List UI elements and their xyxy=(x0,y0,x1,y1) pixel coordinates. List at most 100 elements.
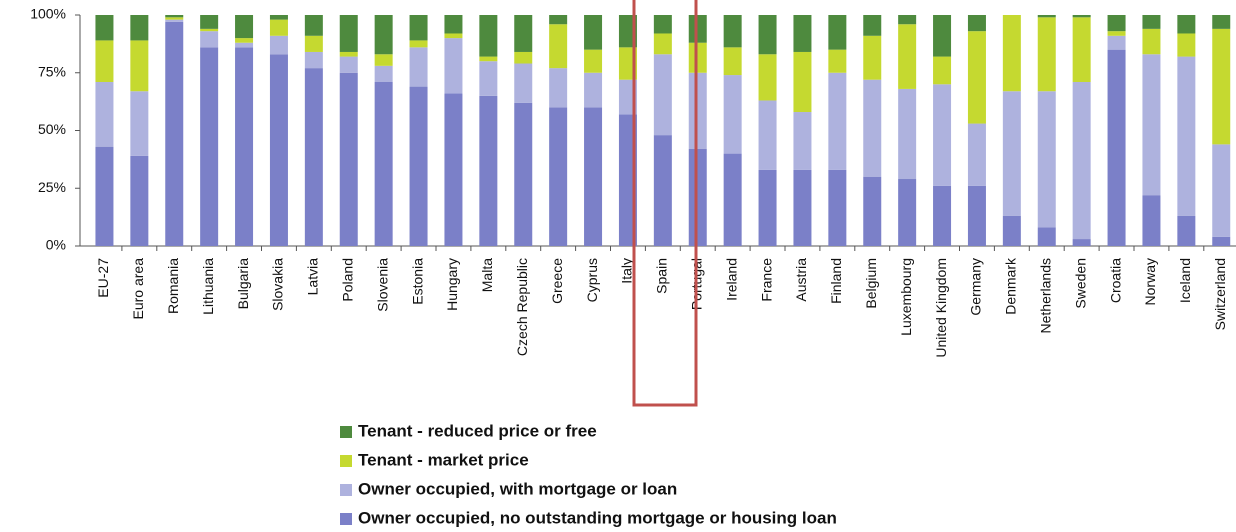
bar-segment xyxy=(130,40,149,92)
bar-segment xyxy=(793,169,812,246)
bar-segment xyxy=(444,15,463,34)
bar-segment xyxy=(549,68,568,108)
x-tick-label: Cyprus xyxy=(584,258,600,302)
x-tick-label: Slovakia xyxy=(270,258,286,311)
bar-segment xyxy=(374,65,393,82)
x-tick-label: France xyxy=(758,258,774,302)
bar-segment xyxy=(1142,195,1161,246)
bar-segment xyxy=(165,15,184,18)
x-tick-label: Poland xyxy=(339,258,355,302)
bar-segment xyxy=(584,49,603,73)
bar-segment xyxy=(409,86,428,246)
legend-swatch xyxy=(340,426,352,438)
y-tick-label: 50% xyxy=(38,121,66,137)
x-tick-label: Czech Republic xyxy=(514,258,530,356)
bar-segment xyxy=(1002,15,1021,92)
x-tick-label: Bulgaria xyxy=(235,258,251,310)
bar-segment xyxy=(618,47,637,80)
bar-segment xyxy=(653,15,672,34)
bar-segment xyxy=(200,47,219,247)
bar-segment xyxy=(444,33,463,39)
bar-segment xyxy=(723,153,742,246)
bar-segment xyxy=(933,84,952,186)
bar-segment xyxy=(304,35,323,52)
bar-segment xyxy=(618,114,637,246)
bar-segment xyxy=(828,49,847,73)
bar-segment xyxy=(304,68,323,246)
bar-segment xyxy=(758,54,777,101)
bar-segment xyxy=(130,91,149,156)
bar-segment xyxy=(444,38,463,94)
legend-label: Owner occupied, no outstanding mortgage … xyxy=(358,508,837,527)
bar-segment xyxy=(758,15,777,55)
bar-segment xyxy=(409,15,428,41)
bar-segment xyxy=(1107,35,1126,50)
bar-segment xyxy=(967,15,986,32)
bar-segment xyxy=(374,15,393,55)
y-tick-label: 100% xyxy=(30,6,66,22)
bar-segment xyxy=(1107,15,1126,32)
bar-segment xyxy=(688,72,707,149)
bar-segment xyxy=(967,123,986,186)
bar-segment xyxy=(1037,17,1056,92)
bar-segment xyxy=(1177,215,1196,246)
bar-segment xyxy=(758,100,777,170)
bar-segment xyxy=(1142,54,1161,196)
bar-segment xyxy=(1177,33,1196,57)
bar-segment xyxy=(1142,28,1161,55)
x-tick-label: Slovenia xyxy=(374,258,390,312)
legend-swatch xyxy=(340,513,352,525)
bar-segment xyxy=(828,169,847,246)
bar-segment xyxy=(584,15,603,50)
x-tick-label: Iceland xyxy=(1177,258,1193,303)
bar-segment xyxy=(374,81,393,247)
bar-segment xyxy=(479,56,498,62)
bar-segment xyxy=(898,179,917,246)
bar-segment xyxy=(688,42,707,73)
bar-segment xyxy=(374,54,393,66)
bar-segment xyxy=(514,51,533,64)
x-tick-label: Denmark xyxy=(1003,257,1019,315)
bar-segment xyxy=(618,15,637,48)
legend-label: Owner occupied, with mortgage or loan xyxy=(358,479,677,498)
y-tick-label: 0% xyxy=(46,237,66,253)
bar-segment xyxy=(688,148,707,246)
bar-segment xyxy=(1142,15,1161,29)
bar-segment xyxy=(1212,28,1231,145)
bar-segment xyxy=(95,81,114,147)
bar-segment xyxy=(898,88,917,180)
bar-segment xyxy=(653,54,672,136)
bar-segment xyxy=(1072,239,1091,246)
bar-segment xyxy=(967,185,986,246)
x-tick-label: United Kingdom xyxy=(933,258,949,358)
bar-segment xyxy=(723,47,742,76)
bar-segment xyxy=(584,72,603,108)
x-tick-label: Belgium xyxy=(863,258,879,309)
bar-segment xyxy=(1072,17,1091,82)
x-tick-label: Germany xyxy=(968,258,984,316)
bar-segment xyxy=(339,56,358,73)
bar-segment xyxy=(130,155,149,246)
bar-segment xyxy=(165,21,184,247)
bar-segment xyxy=(1212,236,1231,246)
bar-segment xyxy=(1212,15,1231,29)
x-tick-label: Sweden xyxy=(1072,258,1088,309)
x-tick-label: Malta xyxy=(479,258,495,292)
bar-segment xyxy=(165,17,184,20)
x-tick-label: Switzerland xyxy=(1212,258,1228,330)
bar-segment xyxy=(549,107,568,247)
bar-segment xyxy=(514,102,533,246)
bar-segment xyxy=(200,31,219,48)
bar-segment xyxy=(898,15,917,25)
bar-segment xyxy=(549,15,568,25)
x-tick-label: Ireland xyxy=(723,258,739,301)
bar-segment xyxy=(409,40,428,48)
bar-segment xyxy=(409,47,428,87)
bar-segment xyxy=(339,15,358,52)
bar-segment xyxy=(863,15,882,36)
bar-segment xyxy=(235,47,254,247)
bar-segment xyxy=(1072,81,1091,240)
bar-segment xyxy=(967,31,986,124)
bar-segment xyxy=(479,61,498,96)
bar-segment xyxy=(1072,15,1091,18)
